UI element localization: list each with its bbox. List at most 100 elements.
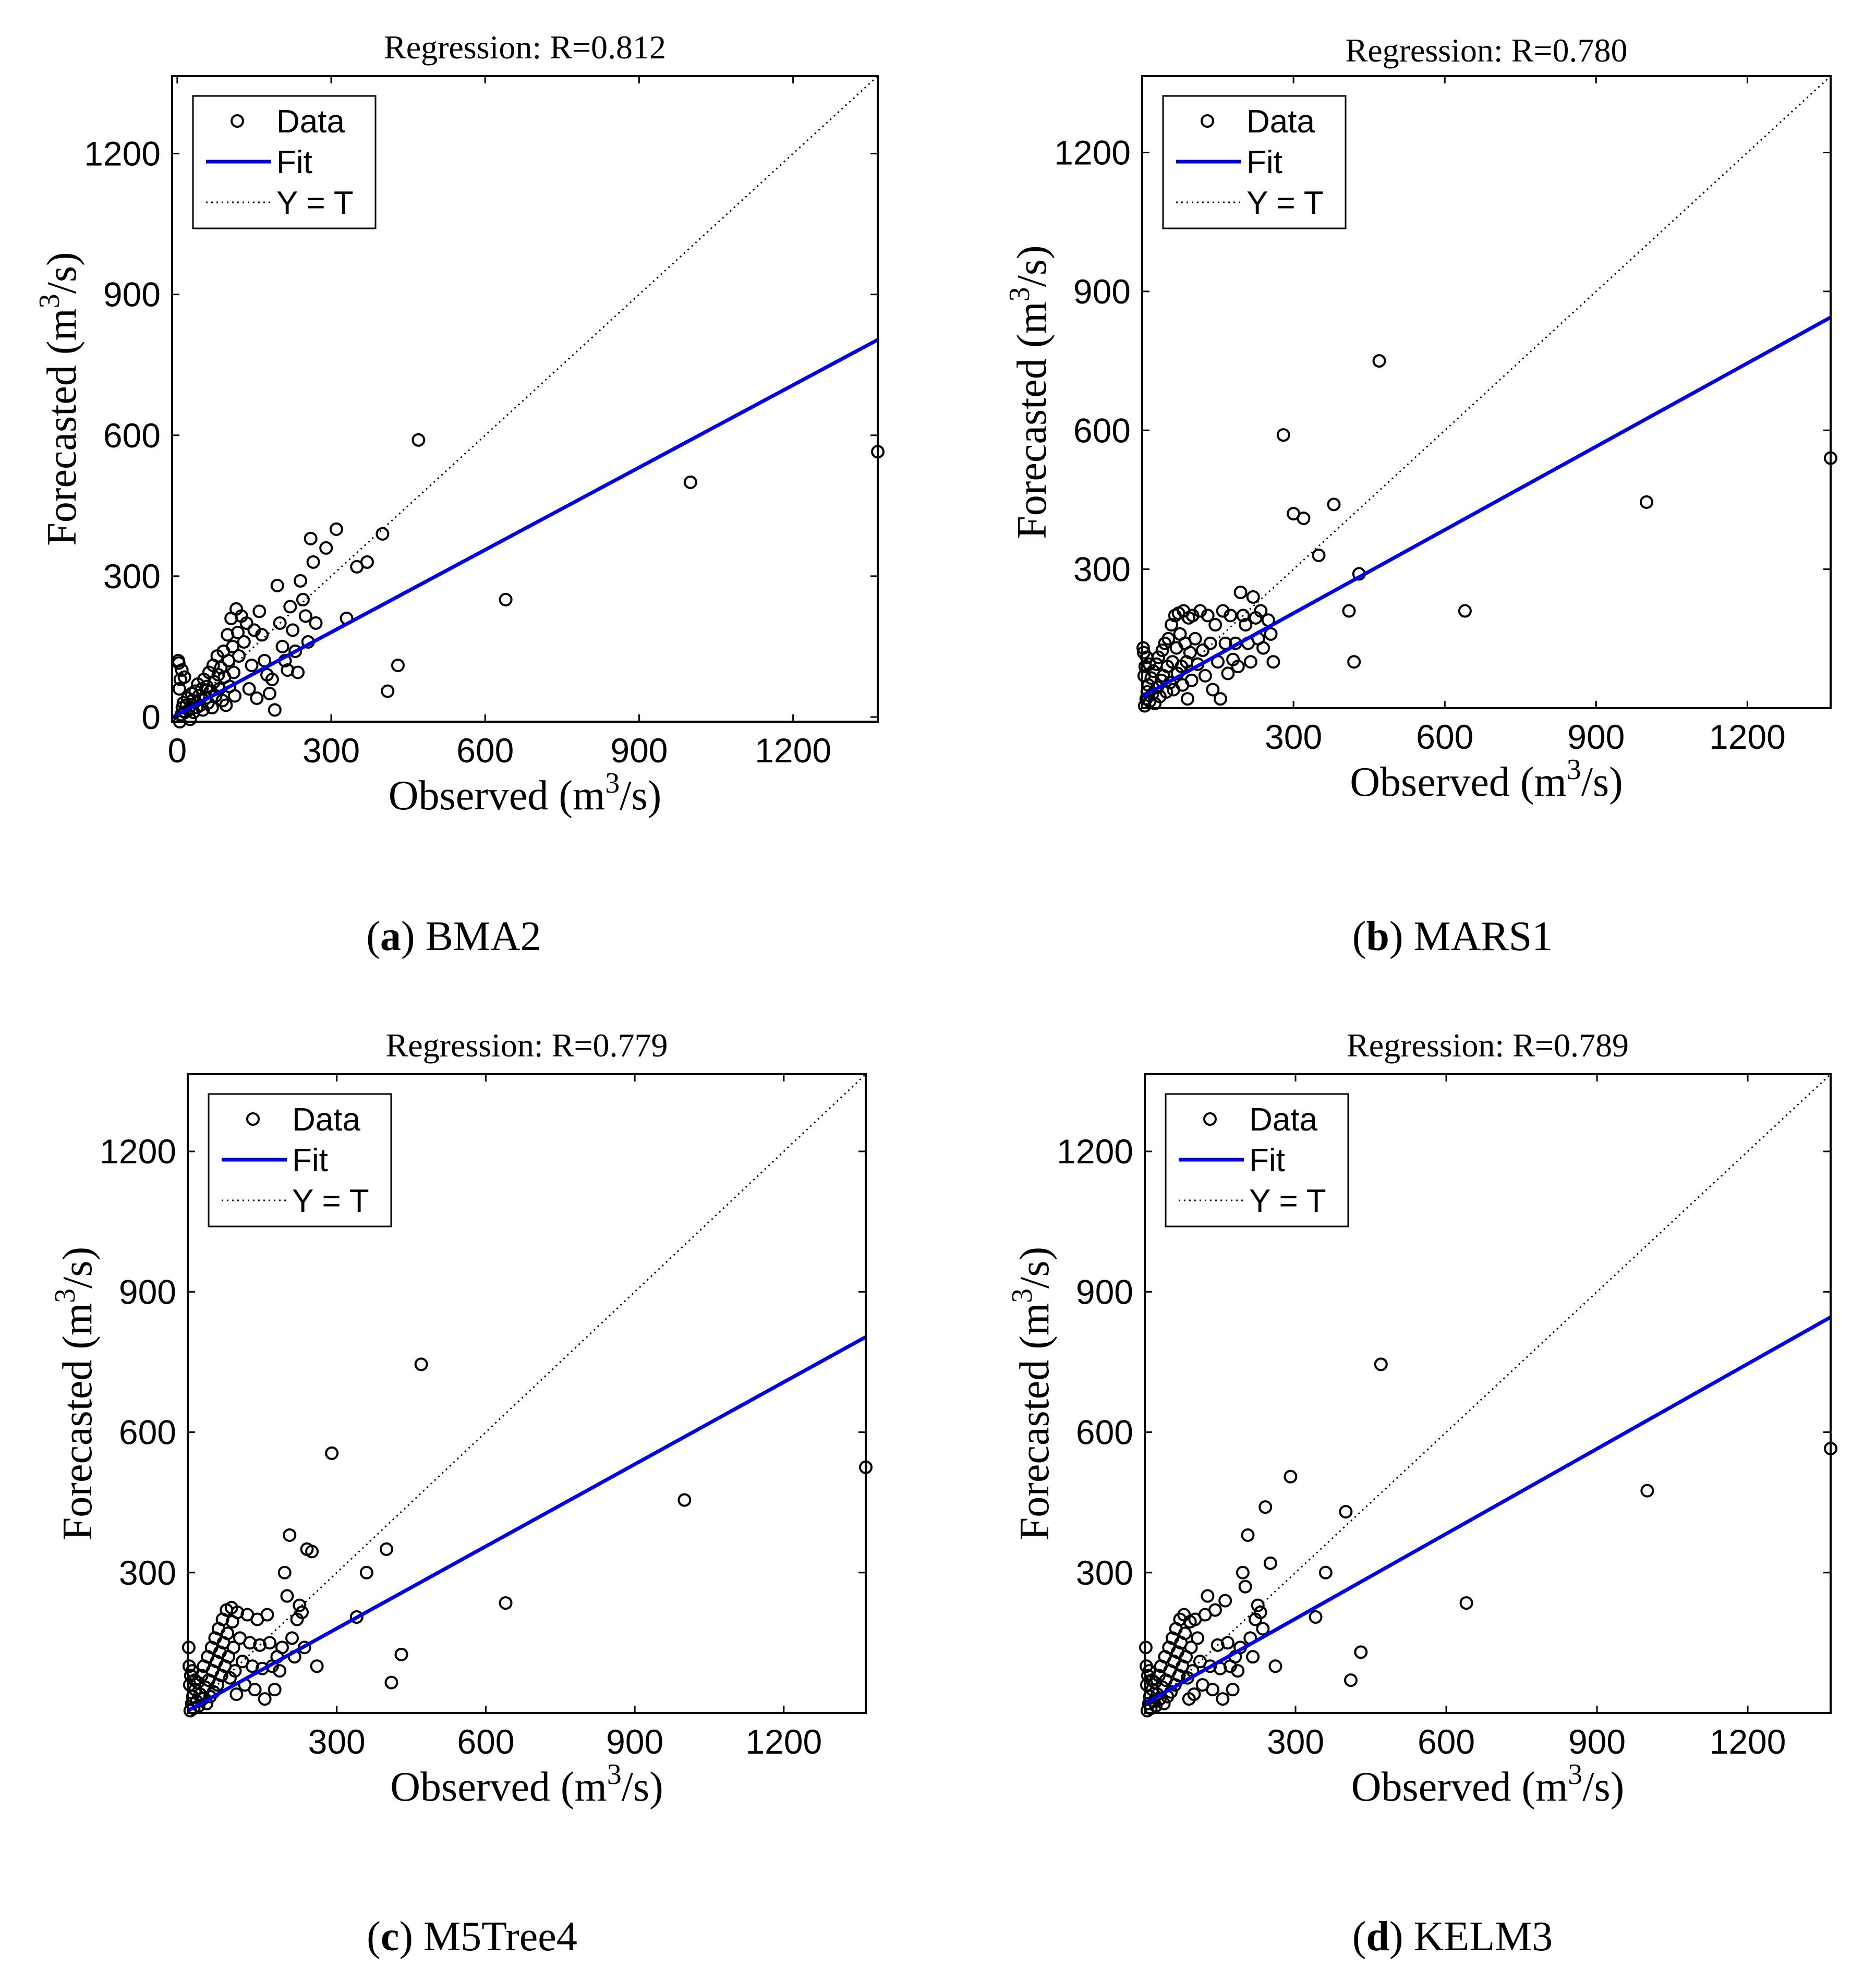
data-point xyxy=(683,475,697,489)
data-point xyxy=(211,667,225,682)
y-tick-label: 300 xyxy=(119,1553,176,1592)
y-axis-unit-tail: /s) xyxy=(39,252,85,294)
data-point xyxy=(285,1631,299,1645)
data-point xyxy=(273,1664,287,1678)
data-point xyxy=(1312,548,1326,562)
data-point xyxy=(1140,650,1154,664)
data-point xyxy=(1309,1610,1323,1624)
data-point xyxy=(188,1673,202,1687)
data-point xyxy=(1161,631,1176,646)
data-point xyxy=(306,555,320,569)
data-point xyxy=(325,1446,339,1460)
y-tick-label: 600 xyxy=(1073,411,1131,449)
data-point xyxy=(1201,1589,1215,1603)
x-tick-label: 0 xyxy=(167,731,187,770)
data-point xyxy=(1263,1556,1277,1570)
data-point xyxy=(1221,666,1235,680)
data-point xyxy=(411,433,426,447)
y-tick-label: 1200 xyxy=(1057,1132,1133,1171)
data-point xyxy=(1374,1357,1388,1371)
data-point xyxy=(298,609,312,623)
legend-label-ideal: Y = T xyxy=(1246,185,1324,221)
data-point xyxy=(1276,428,1290,442)
data-point xyxy=(1231,660,1245,674)
x-axis-label: Observed (m3/s) xyxy=(1351,1758,1624,1810)
data-point xyxy=(1268,1659,1282,1673)
x-axis-unit-tail: /s) xyxy=(620,773,661,819)
y-tick-label: 1200 xyxy=(1054,133,1131,172)
caption-model: KELM3 xyxy=(1414,1914,1553,1960)
data-point xyxy=(177,670,191,684)
data-point xyxy=(1155,643,1169,658)
y-axis-unit-tail: /s) xyxy=(1009,245,1055,287)
data-point xyxy=(1220,1636,1234,1650)
legend-marker-data xyxy=(1201,114,1214,128)
data-point xyxy=(1224,609,1238,623)
caption-letter: c xyxy=(381,1914,400,1960)
data-point xyxy=(1246,590,1260,604)
data-point xyxy=(1206,1683,1220,1697)
x-tick-label: 600 xyxy=(457,1722,514,1761)
data-point xyxy=(275,639,289,653)
data-point xyxy=(1208,618,1223,632)
data-point xyxy=(1284,1469,1298,1484)
data-point xyxy=(1196,643,1210,658)
caption-c: (c) M5Tree4 xyxy=(367,1914,577,1960)
data-point xyxy=(1354,1645,1368,1659)
data-points xyxy=(1136,354,1837,713)
x-axis-unit-tail: /s) xyxy=(1581,759,1623,805)
data-point xyxy=(1253,1606,1267,1620)
y-tick-label: 900 xyxy=(1076,1272,1133,1311)
data-point xyxy=(1318,1565,1333,1579)
caption-b: (b) MARS1 xyxy=(1352,914,1553,959)
x-tick-label: 600 xyxy=(456,731,514,770)
caption-model: M5Tree4 xyxy=(423,1914,577,1960)
legend-label-ideal: Y = T xyxy=(276,185,354,221)
y-tick-label: 0 xyxy=(141,698,161,736)
data-point xyxy=(1142,657,1156,671)
y-axis-label: Forecasted (m3/s) xyxy=(1003,245,1055,539)
x-axis-label: Observed (m3/s) xyxy=(1350,753,1623,805)
data-point xyxy=(183,712,197,726)
data-point xyxy=(1239,618,1253,632)
caption-a: (a) BMA2 xyxy=(366,914,541,959)
data-point xyxy=(304,531,318,545)
legend-label-fit: Fit xyxy=(292,1142,328,1178)
data-point xyxy=(277,1565,292,1579)
data-point xyxy=(359,1565,373,1579)
data-point xyxy=(242,682,256,696)
data-point xyxy=(1233,586,1248,600)
data-point xyxy=(379,1542,393,1556)
legend-label-ideal: Y = T xyxy=(292,1183,369,1219)
data-point xyxy=(394,1647,408,1661)
chart-a: Regression: R=0.812 0 300 600 900 1200 0 300 600… xyxy=(33,29,885,819)
y-tick-label: 300 xyxy=(1073,550,1131,589)
caption-model: MARS1 xyxy=(1414,914,1553,959)
caption-letter: b xyxy=(1366,914,1389,959)
x-tick-label: 900 xyxy=(1568,1722,1626,1761)
data-point xyxy=(1187,1687,1201,1701)
data-point xyxy=(185,1664,199,1678)
legend: Data Fit Y = T xyxy=(192,95,377,229)
legend-marker-data xyxy=(246,1112,260,1126)
fit-line xyxy=(1141,315,1832,698)
y-tick-label: 600 xyxy=(1076,1413,1133,1452)
x-tick-label: 600 xyxy=(1418,1722,1475,1761)
legend-label-data: Data xyxy=(292,1102,360,1138)
data-point xyxy=(265,672,279,686)
data-point xyxy=(296,592,310,606)
data-point xyxy=(310,1659,324,1673)
legend: Data Fit Y = T xyxy=(1162,95,1347,229)
data-point xyxy=(1339,1505,1353,1519)
chart-d: Regression: R=0.789 300 600 900 1200 300 600 90… xyxy=(1006,1027,1837,1810)
data-point xyxy=(1236,1565,1250,1579)
data-point xyxy=(286,623,300,637)
data-point xyxy=(1241,1528,1255,1542)
data-point xyxy=(1372,354,1386,368)
data-point xyxy=(360,555,374,569)
data-points xyxy=(181,1357,873,1718)
data-point xyxy=(1243,655,1257,669)
data-point xyxy=(231,625,245,639)
data-point xyxy=(1203,636,1217,650)
data-point xyxy=(250,691,264,705)
